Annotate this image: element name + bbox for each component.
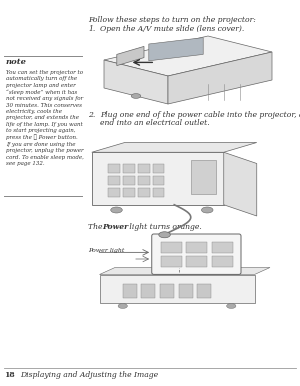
- Ellipse shape: [131, 93, 141, 98]
- Bar: [197, 284, 211, 298]
- Bar: [138, 188, 149, 197]
- Bar: [108, 188, 120, 197]
- Text: Power light: Power light: [88, 248, 124, 253]
- Bar: [160, 242, 182, 253]
- Text: You can set the projector to
automatically turn off the
projector lamp and enter: You can set the projector to automatical…: [6, 70, 84, 166]
- Bar: [186, 256, 208, 267]
- Text: Displaying and Adjusting the Image: Displaying and Adjusting the Image: [20, 371, 158, 379]
- Ellipse shape: [159, 232, 170, 238]
- Text: The: The: [88, 223, 105, 231]
- Ellipse shape: [202, 207, 213, 213]
- Bar: [160, 256, 182, 267]
- Bar: [178, 284, 193, 298]
- Bar: [123, 176, 135, 185]
- Bar: [212, 256, 233, 267]
- Bar: [108, 176, 120, 185]
- Bar: [186, 242, 208, 253]
- Text: end into an electrical outlet.: end into an electrical outlet.: [100, 119, 210, 127]
- Polygon shape: [117, 46, 144, 66]
- Bar: [123, 188, 135, 197]
- Text: Open the A/V mute slide (lens cover).: Open the A/V mute slide (lens cover).: [100, 25, 244, 33]
- Bar: [138, 176, 149, 185]
- Polygon shape: [104, 36, 272, 76]
- Text: 18: 18: [4, 371, 15, 379]
- Text: Plug one end of the power cable into the projector, and the other: Plug one end of the power cable into the…: [100, 111, 300, 119]
- Bar: [141, 284, 155, 298]
- Bar: [160, 284, 174, 298]
- Bar: [123, 164, 135, 173]
- Text: 2.: 2.: [88, 111, 95, 119]
- Bar: [191, 160, 215, 193]
- Bar: [153, 188, 164, 197]
- Polygon shape: [92, 152, 224, 205]
- Text: light turns orange.: light turns orange.: [127, 223, 202, 231]
- Bar: [138, 164, 149, 173]
- Polygon shape: [100, 267, 270, 274]
- Bar: [123, 284, 137, 298]
- Polygon shape: [104, 60, 168, 104]
- Text: 1.: 1.: [88, 25, 95, 33]
- Bar: [153, 164, 164, 173]
- Ellipse shape: [226, 303, 236, 308]
- Bar: [153, 176, 164, 185]
- Polygon shape: [149, 37, 203, 61]
- Polygon shape: [224, 152, 257, 216]
- Bar: [212, 242, 233, 253]
- Text: note: note: [6, 58, 27, 66]
- Text: Power: Power: [102, 223, 128, 231]
- FancyBboxPatch shape: [152, 234, 241, 274]
- Polygon shape: [100, 274, 254, 303]
- Text: Follow these steps to turn on the projector:: Follow these steps to turn on the projec…: [88, 16, 256, 24]
- Polygon shape: [92, 142, 257, 152]
- Bar: [108, 164, 120, 173]
- Polygon shape: [168, 52, 272, 104]
- Ellipse shape: [118, 303, 128, 308]
- Ellipse shape: [111, 207, 122, 213]
